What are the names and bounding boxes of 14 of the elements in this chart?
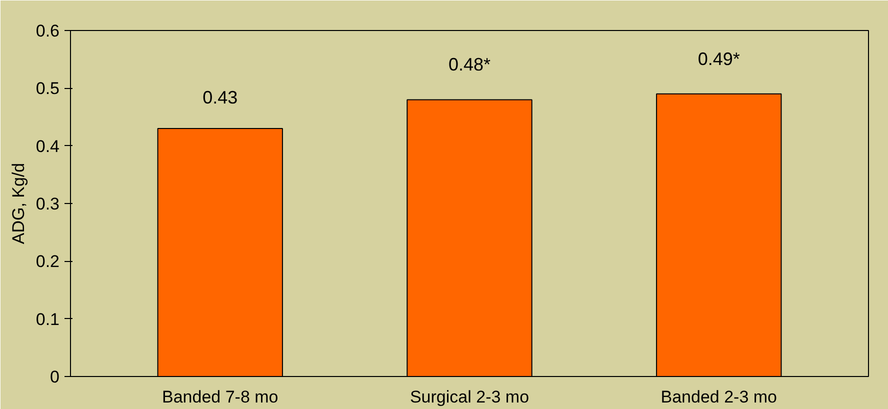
x-tick-label: Surgical 2-3 mo — [410, 388, 530, 406]
y-tick-label: 0.6 — [36, 22, 60, 40]
data-label: 0.49* — [698, 48, 740, 69]
y-tick-label: 0.3 — [36, 194, 60, 214]
y-tick-label: 0.1 — [36, 310, 60, 329]
data-label: 0.48* — [448, 54, 491, 75]
y-tick-label: 0 — [50, 368, 60, 386]
y-tick-label: 0.4 — [36, 136, 60, 156]
y-tick-label: 0.2 — [36, 252, 60, 272]
x-tick-label: Banded 7-8 mo — [162, 388, 278, 406]
data-label: 0.43 — [202, 88, 238, 108]
x-tick-label: Banded 2-3 mo — [660, 388, 778, 406]
y-axis-title: ADG, Kg/d — [8, 162, 28, 244]
y-tick-label: 0.5 — [36, 79, 60, 98]
